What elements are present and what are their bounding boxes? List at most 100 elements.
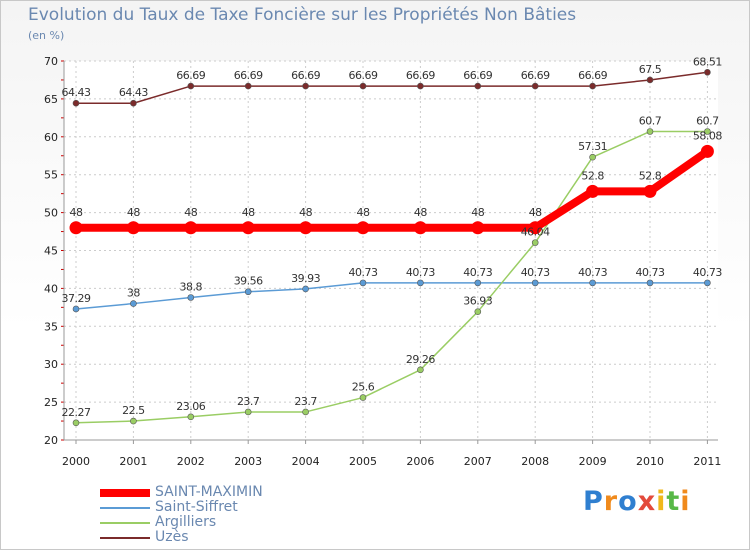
data-label-saint-maximin: 48 — [357, 206, 370, 219]
x-tick-label: 2010 — [636, 455, 664, 468]
data-label-saint-siffret: 39.93 — [291, 272, 320, 285]
x-tick-label: 2009 — [579, 455, 607, 468]
data-point-saint-maximin — [528, 221, 542, 235]
data-point-uzes — [531, 82, 539, 90]
y-axis-unit-label: (en %) — [28, 29, 65, 42]
data-point-uzes — [417, 82, 424, 90]
legend-swatch — [100, 507, 150, 509]
data-label-uzes: 64.43 — [62, 86, 91, 99]
grid — [64, 60, 718, 441]
data-label-saint-maximin: 48 — [529, 206, 542, 219]
data-point-saint-siffret — [474, 279, 482, 287]
data-point-argilliers — [417, 366, 424, 374]
data-point-saint-siffret — [531, 279, 539, 287]
data-label-argilliers: 22.27 — [62, 406, 91, 419]
series-line-saint-maximin — [76, 148, 710, 232]
data-label-argilliers: 60.7 — [639, 114, 662, 127]
data-label-uzes: 66.69 — [463, 69, 492, 82]
data-label-uzes: 66.69 — [176, 69, 205, 82]
data-label-uzes: 66.69 — [578, 69, 607, 82]
data-point-saint-maximin — [299, 221, 313, 235]
series-line-argilliers — [75, 130, 708, 424]
data-point-argilliers — [704, 128, 711, 135]
data-point-uzes — [359, 82, 367, 90]
data-label-saint-siffret: 40.73 — [578, 266, 607, 279]
x-tick-label: 2006 — [406, 455, 434, 468]
data-label-uzes: 67.5 — [639, 63, 662, 76]
legend-label: Argilliers — [155, 514, 217, 530]
data-label-saint-maximin: 48 — [414, 206, 427, 219]
data-label-uzes: 64.43 — [119, 86, 148, 99]
data-point-uzes — [302, 82, 309, 90]
data-label-saint-siffret: 40.73 — [521, 266, 550, 279]
y-tick-label: 20 — [44, 434, 58, 447]
y-tick-label: 60 — [44, 131, 58, 144]
data-point-uzes — [244, 82, 252, 90]
data-point-argilliers — [244, 408, 252, 416]
data-point-argilliers — [589, 153, 596, 161]
series-group — [69, 68, 714, 427]
data-point-saint-siffret — [359, 279, 367, 287]
data-label-argilliers: 23.7 — [237, 395, 260, 408]
data-label-uzes: 66.69 — [349, 69, 378, 82]
data-point-saint-maximin — [356, 221, 370, 235]
legend-label: SAINT-MAXIMIN — [155, 484, 263, 500]
data-point-argilliers — [359, 394, 367, 401]
chart-title: Evolution du Taux de Taxe Foncière sur l… — [28, 5, 577, 25]
axes: 20 25 30 35 40 45 50 55 60 65 70 2000 2001 2002 2003 20… — [44, 55, 721, 468]
data-label-argilliers: 60.7 — [696, 114, 719, 127]
y-tick-label: 30 — [44, 358, 58, 371]
y-tick-label: 25 — [44, 396, 58, 409]
y-tick-label: 65 — [44, 93, 58, 106]
data-point-argilliers — [474, 308, 482, 315]
data-label-saint-maximin: 48 — [184, 206, 197, 219]
y-tick-label: 55 — [44, 169, 58, 182]
data-label-saint-maximin: 48 — [242, 206, 255, 219]
data-label-uzes: 66.69 — [521, 69, 550, 82]
data-label-saint-siffret: 37.29 — [62, 292, 91, 305]
data-label-saint-maximin: 48 — [299, 206, 312, 219]
data-label-saint-siffret: 40.73 — [349, 266, 378, 279]
data-point-saint-maximin — [413, 221, 427, 235]
data-point-saint-siffret — [417, 279, 424, 287]
data-label-argilliers: 23.06 — [176, 400, 205, 413]
data-point-saint-siffret — [704, 279, 711, 287]
data-point-uzes — [589, 82, 596, 90]
data-label-saint-siffret: 39.56 — [234, 275, 263, 288]
data-point-saint-siffret — [72, 305, 80, 313]
data-labels: 48 48 48 48 48 48 48 48 48 52.8 52.8 58.08 37.29 38 38… — [62, 55, 723, 418]
data-label-saint-maximin: 52.8 — [581, 169, 604, 182]
data-label-argilliers: 23.7 — [294, 395, 317, 408]
data-label-saint-maximin: 48 — [471, 206, 484, 219]
y-tick-label: 45 — [44, 245, 58, 258]
data-label-argilliers: 57.31 — [578, 140, 607, 153]
legend-label: Saint-Siffret — [155, 499, 238, 515]
data-point-uzes — [646, 76, 654, 84]
x-tick-label: 2004 — [292, 455, 320, 468]
legend-swatch — [100, 522, 150, 524]
y-tick-label: 70 — [44, 55, 58, 68]
x-tick-label: 2003 — [234, 455, 262, 468]
data-label-uzes: 66.69 — [291, 69, 320, 82]
data-point-saint-maximin — [241, 221, 255, 235]
data-label-uzes: 66.69 — [234, 69, 263, 82]
data-point-argilliers — [531, 239, 539, 246]
data-point-saint-maximin — [69, 221, 83, 235]
data-label-argilliers: 46.04 — [521, 226, 550, 239]
series-line-uzes — [76, 71, 708, 104]
data-point-uzes — [704, 68, 711, 76]
data-point-saint-maximin — [700, 144, 714, 158]
series-line-saint-siffret — [75, 282, 708, 310]
data-label-saint-maximin: 48 — [70, 206, 83, 219]
data-point-uzes — [130, 99, 137, 107]
y-tick-label: 35 — [44, 320, 58, 333]
data-label-saint-siffret: 38.8 — [180, 280, 203, 293]
legend-swatch — [100, 537, 150, 539]
data-point-saint-siffret — [646, 279, 654, 287]
data-label-argilliers: 36.93 — [463, 295, 492, 308]
data-point-argilliers — [130, 417, 137, 425]
data-point-argilliers — [302, 408, 309, 416]
x-tick-label: 2011 — [693, 455, 721, 468]
data-point-argilliers — [646, 128, 654, 135]
